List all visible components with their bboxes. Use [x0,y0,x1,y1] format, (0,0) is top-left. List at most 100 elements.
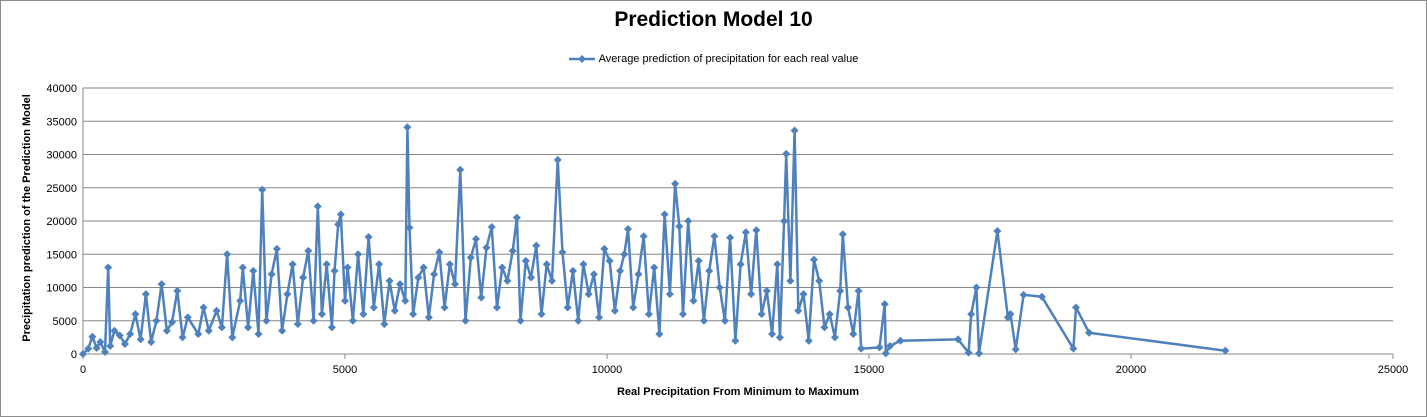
data-point [516,316,525,325]
data-point [954,335,963,344]
data-point [993,226,1002,235]
data-point [1019,290,1028,299]
data-point [563,303,572,312]
x-tick-label: 5000 [333,364,357,376]
data-point [527,273,536,282]
data-point [752,226,761,235]
y-tick-label: 35000 [46,116,77,128]
data-point [272,244,281,253]
data-point [84,344,93,353]
data-point [1221,346,1230,355]
data-point [101,348,110,357]
data-point [775,333,784,342]
data-point [440,303,449,312]
data-point [364,232,373,241]
data-point [650,263,659,272]
data-point [665,290,674,299]
data-point [131,310,140,319]
data-point [684,217,693,225]
data-point [157,280,166,289]
data-point [106,342,115,351]
data-point [375,260,384,269]
data-point [104,263,113,272]
data-point [710,232,719,241]
data-point [584,290,593,299]
y-tick-label: 0 [71,349,77,361]
data-point [605,256,614,265]
data-point [336,210,345,219]
data-point [152,316,161,325]
data-point [359,310,368,319]
x-axis-label: Real Precipitation From Minimum to Maxim… [617,386,859,398]
data-point [885,342,894,351]
y-tick-label: 10000 [46,283,77,295]
data-point [430,270,439,279]
data-point [782,149,791,158]
data-point [309,316,318,325]
data-point [466,253,475,262]
data-point [503,276,512,285]
data-point [715,283,724,292]
data-point [671,179,680,188]
data-point [472,234,480,243]
data-point [330,266,339,275]
data-point [96,338,105,347]
data-point [88,332,97,341]
x-tick-label: 10000 [592,364,623,376]
data-point [92,344,101,353]
data-point [699,316,708,325]
data-point [694,256,703,265]
data-point [836,286,845,295]
data-point [790,126,799,135]
data-point [820,323,829,332]
data-point [262,316,271,325]
data-point [267,270,276,279]
data-point [369,303,378,312]
data-point [825,310,834,319]
data-point [401,296,410,305]
y-tick-label: 40000 [46,83,77,95]
data-point [147,338,156,347]
data-point [254,330,263,339]
data-point [854,286,863,295]
data-point [780,217,789,225]
data-point [212,306,221,315]
data-point [532,241,541,250]
data-point [629,303,638,312]
data-point [768,330,777,339]
data-point [747,290,756,299]
data-point [639,232,648,241]
y-tick-label: 30000 [46,150,77,162]
data-point [405,223,414,232]
data-point [380,320,389,329]
data-point [521,256,530,265]
data-point [762,286,771,295]
data-point [736,260,745,269]
data-point [199,303,208,312]
data-point [299,273,308,282]
legend-marker [568,55,595,63]
data-point [482,243,491,252]
legend-label: Average prediction of precipitation for … [598,53,859,65]
data-point [875,343,884,352]
data-point [194,330,203,339]
data-point [600,244,609,253]
y-tick-label: 20000 [46,216,77,228]
data-point [799,290,808,299]
data-point [487,222,496,231]
data-point [238,263,247,272]
data-point [304,246,313,255]
data-point [773,260,782,269]
data-point [616,266,625,275]
data-point [327,323,336,332]
data-point [849,330,858,339]
data-point [634,270,643,279]
data-point [173,286,182,295]
y-tick-label: 25000 [46,183,77,195]
data-point [249,266,258,275]
data-point [579,260,588,269]
data-point [414,273,423,282]
data-point [967,310,976,319]
data-point [896,336,905,345]
